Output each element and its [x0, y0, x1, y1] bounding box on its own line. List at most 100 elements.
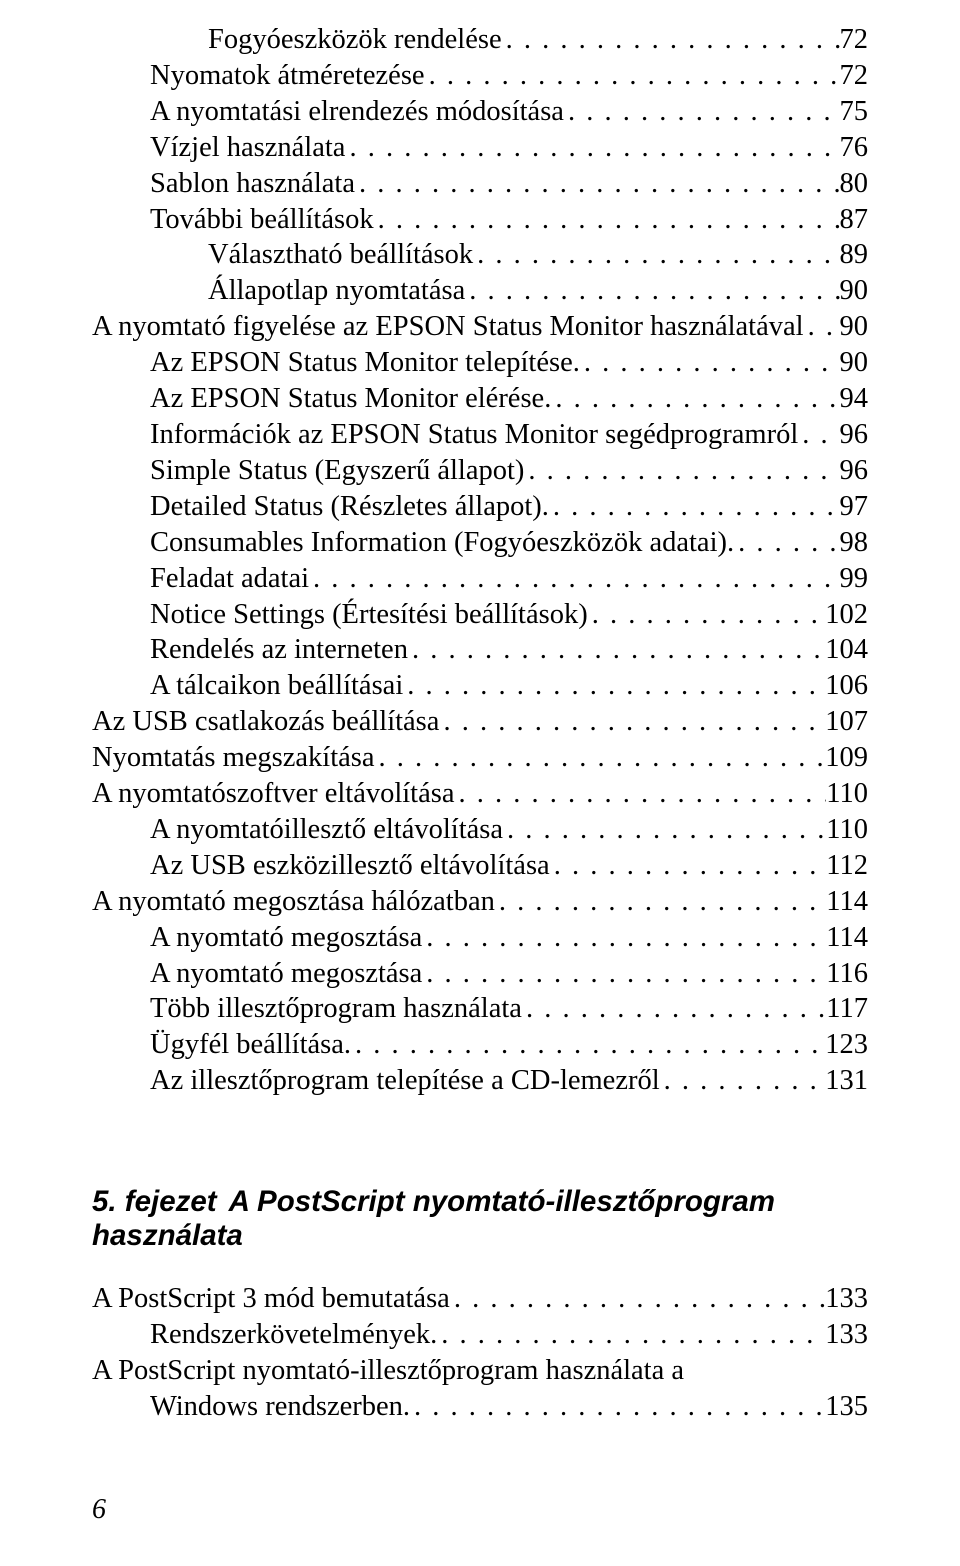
toc-entry-line1: A PostScript nyomtató-illesztőprogram ha…	[92, 1353, 868, 1389]
toc-entry: Feladat adatai. . . . . . . . . . . . . …	[92, 561, 868, 597]
toc-entry-dots: . . . . . . . . . . . . . . . . . . . . …	[502, 22, 840, 58]
toc-entry-dots: . . . . . . . . . . . . . . . . . . . . …	[804, 309, 840, 345]
toc-entry-page: 107	[825, 704, 868, 740]
toc-entry-label: Az USB eszközillesztő eltávolítása	[150, 848, 550, 884]
toc-entry: Nyomatok átméretezése. . . . . . . . . .…	[92, 58, 868, 94]
toc-entry-page: 106	[825, 668, 868, 704]
toc-entry-dots: . . . . . . . . . . . . . . . . . . . . …	[454, 776, 826, 812]
toc-entry-label: Fogyóeszközök rendelése	[208, 22, 502, 58]
toc-entry-label: Consumables Information (Fogyóeszközök a…	[150, 525, 734, 561]
toc-entry-page: 75	[840, 94, 869, 130]
toc-entry-page: 76	[840, 130, 869, 166]
toc-entry-dots: . . . . . . . . . . . . . . . . . . . . …	[524, 453, 839, 489]
toc-second: A PostScript 3 mód bemutatása. . . . . .…	[92, 1281, 868, 1425]
toc-entry: A nyomtatási elrendezés módosítása. . . …	[92, 94, 868, 130]
toc-entry-label: A tálcaikon beállításai	[150, 668, 403, 704]
toc-entry-dots: . . . . . . . . . . . . . . . . . . . . …	[503, 812, 826, 848]
toc-entry-dots: . . . . . . . . . . . . . . . . . . . . …	[403, 668, 825, 704]
toc-entry-dots: . . . . . . . . . . . . . . . . . . . . …	[375, 740, 826, 776]
toc-entry-page: 131	[825, 1063, 868, 1099]
toc-entry: Információk az EPSON Status Monitor segé…	[92, 417, 868, 453]
toc-entry-dots: . . . . . . . . . . . . . . . . . . . . …	[410, 1389, 825, 1425]
toc-entry: Notice Settings (Értesítési beállítások)…	[92, 597, 868, 633]
toc-entry-multiline: A PostScript nyomtató-illesztőprogram ha…	[92, 1353, 868, 1425]
toc-entry-page: 117	[826, 991, 868, 1027]
toc-entry-dots: . . . . . . . . . . . . . . . . . . . . …	[473, 237, 839, 273]
toc-entry-page: 97	[840, 489, 869, 525]
toc-entry: További beállítások. . . . . . . . . . .…	[92, 202, 868, 238]
toc-entry-dots: . . . . . . . . . . . . . . . . . . . . …	[798, 417, 839, 453]
toc-entry: Az EPSON Status Monitor elérése.. . . . …	[92, 381, 868, 417]
toc-entry-label: A PostScript nyomtató-illesztőprogram ha…	[92, 1353, 684, 1389]
toc-entry-label: Az illesztőprogram telepítése a CD-lemez…	[150, 1063, 660, 1099]
toc-entry-label: A PostScript 3 mód bemutatása	[92, 1281, 450, 1317]
toc-entry-dots: . . . . . . . . . . . . . . . . . . . . …	[355, 166, 840, 202]
toc-entry-label: Az EPSON Status Monitor elérése.	[150, 381, 551, 417]
toc-entry: Választható beállítások. . . . . . . . .…	[92, 237, 868, 273]
toc-entry-label: Notice Settings (Értesítési beállítások)	[150, 597, 588, 633]
toc-entry-label: Választható beállítások	[208, 237, 473, 273]
toc-entry: Fogyóeszközök rendelése. . . . . . . . .…	[92, 22, 868, 58]
toc-entry-dots: . . . . . . . . . . . . . . . . . . . . …	[564, 94, 840, 130]
toc-entry-label: Windows rendszerben.	[150, 1389, 410, 1425]
toc-entry-label: Detailed Status (Részletes állapot).	[150, 489, 549, 525]
toc-entry-label: Információk az EPSON Status Monitor segé…	[150, 417, 798, 453]
toc-entry-dots: . . . . . . . . . . . . . . . . . . . . …	[422, 956, 826, 992]
toc-entry-page: 102	[825, 597, 868, 633]
toc-entry-page: 89	[840, 237, 869, 273]
toc-entry-label: Nyomtatás megszakítása	[92, 740, 375, 776]
toc-entry-label: Simple Status (Egyszerű állapot)	[150, 453, 524, 489]
toc-entry-page: 90	[840, 273, 869, 309]
toc-entry: Az EPSON Status Monitor telepítése.. . .…	[92, 345, 868, 381]
toc-entry-dots: . . . . . . . . . . . . . . . . . . . . …	[660, 1063, 826, 1099]
toc-entry-page: 104	[825, 632, 868, 668]
toc-entry: Consumables Information (Fogyóeszközök a…	[92, 525, 868, 561]
toc-entry-page: 99	[840, 561, 869, 597]
toc-entry: A nyomtató megosztása hálózatban. . . . …	[92, 884, 868, 920]
toc-main: Fogyóeszközök rendelése. . . . . . . . .…	[92, 22, 868, 1099]
toc-entry-page: 112	[826, 848, 868, 884]
toc-entry-label: A nyomtató figyelése az EPSON Status Mon…	[92, 309, 804, 345]
toc-entry: A nyomtatószoftver eltávolítása. . . . .…	[92, 776, 868, 812]
toc-entry-line2: Windows rendszerben.. . . . . . . . . . …	[92, 1389, 868, 1425]
toc-entry-label: Vízjel használata	[150, 130, 345, 166]
toc-entry: A PostScript 3 mód bemutatása. . . . . .…	[92, 1281, 868, 1317]
toc-entry-dots: . . . . . . . . . . . . . . . . . . . . …	[550, 848, 827, 884]
toc-entry: Ügyfél beállítása.. . . . . . . . . . . …	[92, 1027, 868, 1063]
toc-entry-dots: . . . . . . . . . . . . . . . . . . . . …	[734, 525, 839, 561]
toc-entry-dots: . . . . . . . . . . . . . . . . . . . . …	[374, 202, 840, 238]
page-number: 6	[92, 1494, 106, 1526]
toc-entry-dots: . . . . . . . . . . . . . . . . . . . . …	[580, 345, 840, 381]
toc-entry-label: A nyomtatóillesztő eltávolítása	[150, 812, 503, 848]
toc-entry: A nyomtatóillesztő eltávolítása. . . . .…	[92, 812, 868, 848]
toc-entry: Rendszerkövetelmények.. . . . . . . . . …	[92, 1317, 868, 1353]
toc-entry-page: 80	[840, 166, 869, 202]
toc-entry-page: 87	[840, 202, 869, 238]
page: Fogyóeszközök rendelése. . . . . . . . .…	[0, 0, 960, 1566]
toc-entry-dots: . . . . . . . . . . . . . . . . . . . . …	[450, 1281, 825, 1317]
toc-entry-page: 72	[840, 22, 869, 58]
toc-entry: A tálcaikon beállításai. . . . . . . . .…	[92, 668, 868, 704]
toc-entry-dots: . . . . . . . . . . . . . . . . . . . . …	[439, 704, 825, 740]
toc-entry-dots: . . . . . . . . . . . . . . . . . . . . …	[465, 273, 839, 309]
toc-entry-label: A nyomtató megosztása	[150, 920, 422, 956]
toc-entry-page: 72	[840, 58, 869, 94]
toc-entry-page: 90	[840, 309, 869, 345]
toc-entry: A nyomtató megosztása. . . . . . . . . .…	[92, 920, 868, 956]
toc-entry-label: A nyomtató megosztása hálózatban	[92, 884, 495, 920]
toc-entry: Nyomtatás megszakítása. . . . . . . . . …	[92, 740, 868, 776]
toc-entry-page: 96	[840, 417, 869, 453]
toc-entry-label: Sablon használata	[150, 166, 355, 202]
toc-entry-page: 114	[826, 884, 868, 920]
toc-entry-dots: . . . . . . . . . . . . . . . . . . . . …	[437, 1317, 825, 1353]
toc-entry-dots: . . . . . . . . . . . . . . . . . . . . …	[522, 991, 826, 1027]
toc-entry-label: A nyomtatási elrendezés módosítása	[150, 94, 564, 130]
toc-entry: A nyomtató megosztása. . . . . . . . . .…	[92, 956, 868, 992]
toc-entry-page: 116	[826, 956, 868, 992]
toc-entry-dots: . . . . . . . . . . . . . . . . . . . . …	[495, 884, 826, 920]
toc-entry-page: 123	[825, 1027, 868, 1063]
toc-entry-page: 135	[825, 1389, 868, 1425]
toc-entry-page: 110	[826, 812, 868, 848]
toc-entry: Sablon használata. . . . . . . . . . . .…	[92, 166, 868, 202]
toc-entry-label: Feladat adatai	[150, 561, 309, 597]
